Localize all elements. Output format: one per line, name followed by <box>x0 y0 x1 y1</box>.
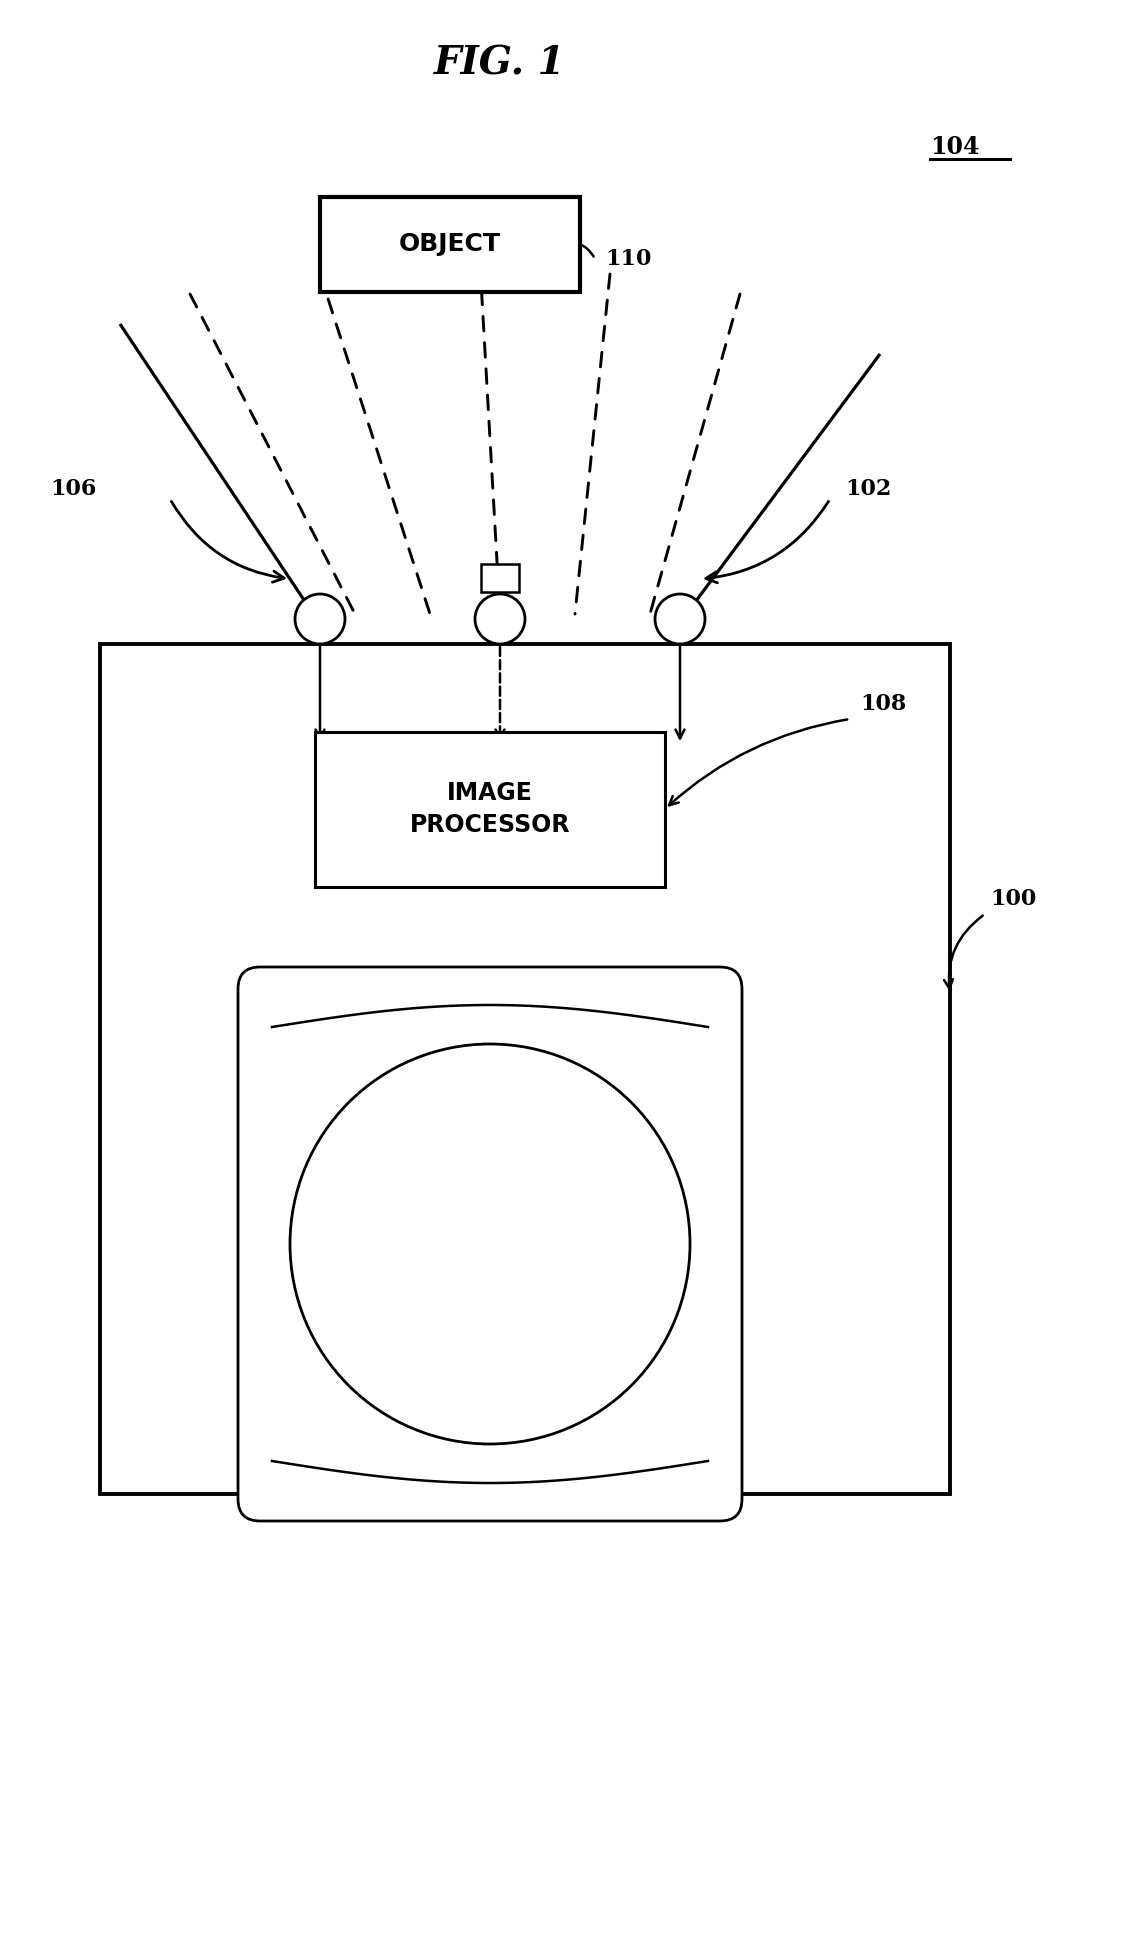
FancyBboxPatch shape <box>315 731 665 886</box>
FancyBboxPatch shape <box>100 643 950 1495</box>
Text: 102: 102 <box>845 478 891 500</box>
Text: FIG. 1: FIG. 1 <box>434 45 565 82</box>
Text: 110: 110 <box>605 249 652 270</box>
Text: IMAGE
PROCESSOR: IMAGE PROCESSOR <box>410 781 570 836</box>
FancyBboxPatch shape <box>320 196 580 292</box>
Ellipse shape <box>289 1044 690 1444</box>
Text: 108: 108 <box>859 692 907 715</box>
Text: 100: 100 <box>990 888 1037 910</box>
Circle shape <box>295 595 344 643</box>
Circle shape <box>475 595 525 643</box>
FancyBboxPatch shape <box>481 564 519 593</box>
Text: 104: 104 <box>930 134 980 159</box>
Text: 106: 106 <box>50 478 96 500</box>
Text: OBJECT: OBJECT <box>399 231 500 257</box>
FancyBboxPatch shape <box>238 966 742 1520</box>
Circle shape <box>655 595 705 643</box>
